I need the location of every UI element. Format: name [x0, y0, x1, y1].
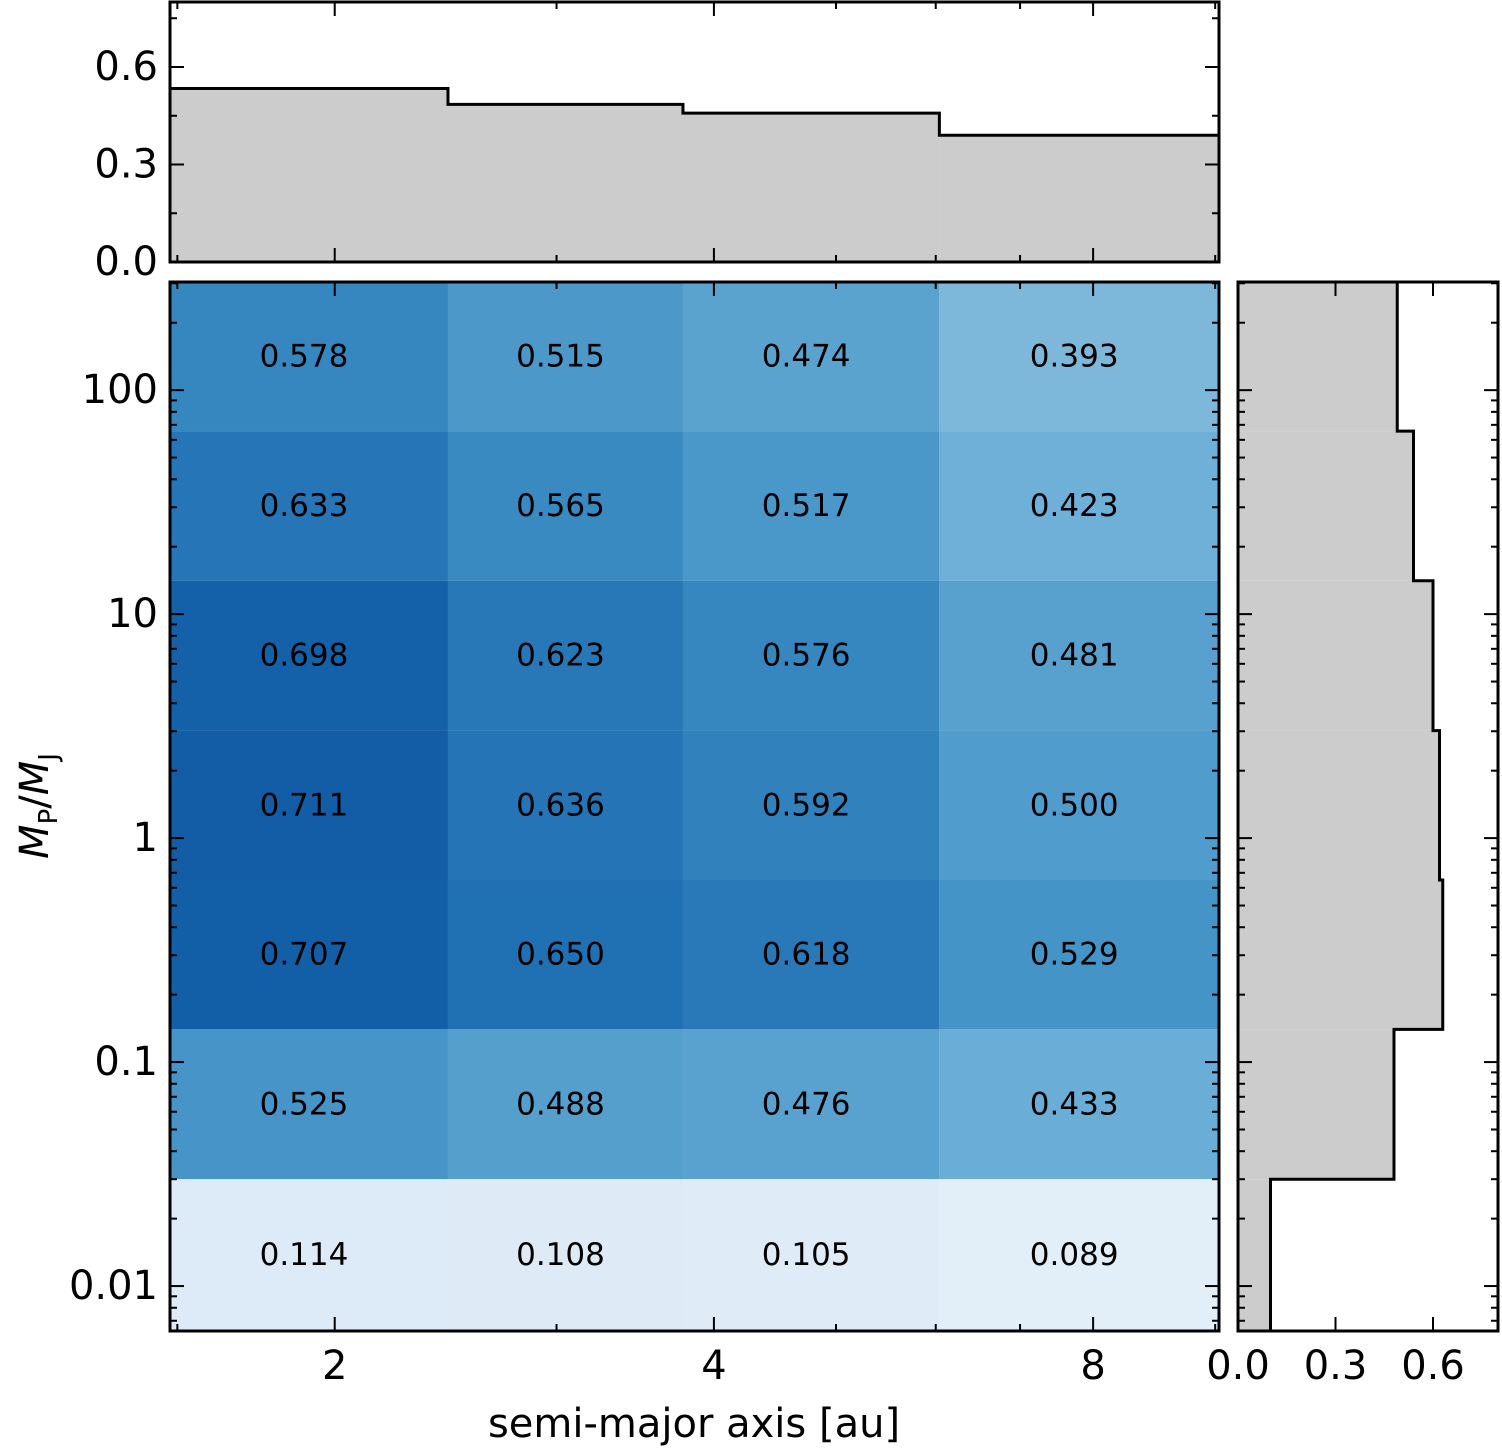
top-y-tick-label: 0.0 — [94, 239, 158, 285]
heatmap-cell-label: 0.592 — [762, 787, 851, 823]
heatmap-cell-label: 0.500 — [1030, 787, 1119, 823]
heatmap-cell — [682, 880, 940, 1030]
top-y-tick-label: 0.3 — [94, 142, 158, 188]
heatmap-cell — [170, 880, 448, 1030]
heatmap-cell — [682, 580, 940, 731]
heatmap-cell — [682, 730, 940, 881]
heatmap-cell — [939, 1029, 1219, 1180]
heatmap-cell — [939, 880, 1219, 1030]
top-histogram-bar — [447, 104, 683, 262]
top-histogram-bar — [939, 135, 1219, 262]
right-histogram-bar — [1238, 730, 1440, 881]
heatmap-cell-label: 0.108 — [516, 1237, 605, 1273]
heatmap-cell — [447, 431, 683, 581]
y-axis-title: MP/MJ — [12, 753, 64, 859]
heatmap-cell — [682, 1029, 940, 1180]
heatmap-cell-label: 0.525 — [260, 1086, 349, 1122]
heatmap-cell — [447, 880, 683, 1030]
heatmap-cell-label: 0.529 — [1030, 937, 1119, 973]
heatmap-cell-label: 0.423 — [1030, 488, 1119, 524]
top-histogram-bar — [682, 113, 940, 263]
right-x-tick-label: 0.3 — [1304, 1343, 1368, 1389]
heatmap-cell — [682, 282, 940, 432]
right-x-tick-label: 0.0 — [1206, 1343, 1270, 1389]
right-x-tick-label: 0.6 — [1401, 1343, 1465, 1389]
x-tick-label: 2 — [322, 1343, 347, 1389]
heatmap-frame — [168, 280, 1221, 1333]
right-histogram-frame — [1236, 280, 1500, 1333]
heatmap-cell — [447, 730, 683, 881]
heatmap-cell-label: 0.707 — [260, 937, 349, 973]
x-tick-label: 8 — [1080, 1343, 1105, 1389]
top-histogram-frame — [168, 0, 1221, 264]
heatmap-cell — [682, 431, 940, 581]
right-histogram-bar — [1238, 1179, 1271, 1331]
top-y-tick-label: 0.6 — [94, 44, 158, 90]
heatmap-panel: 0.578 0.515 0.474 0.393 0.633 0.565 0.517 0.423… — [69, 280, 1221, 1389]
heatmap-cell — [447, 580, 683, 731]
heatmap-cell — [170, 730, 448, 881]
heatmap-cell-label: 0.517 — [762, 488, 851, 524]
heatmap-cell-label: 0.114 — [260, 1237, 349, 1273]
heatmap-cell-label: 0.481 — [1030, 638, 1119, 674]
heatmap-cell — [682, 1179, 940, 1331]
y-tick-label: 10 — [107, 591, 158, 637]
y-axis-title-m1: M — [12, 824, 58, 859]
heatmap-cell — [447, 282, 683, 432]
y-axis-title-sub-j: J — [34, 753, 64, 763]
heatmap-cell — [170, 580, 448, 731]
heatmap-cell — [939, 431, 1219, 581]
heatmap-cell — [170, 282, 448, 432]
heatmap-cell-label: 0.576 — [762, 638, 851, 674]
right-histogram-bar — [1238, 580, 1433, 731]
y-tick-label: 100 — [82, 367, 158, 413]
heatmap-cell-label: 0.515 — [516, 339, 605, 375]
y-axis-title-m2: M — [12, 761, 58, 796]
top-histogram-outline — [170, 86, 1219, 137]
heatmap-cell-label: 0.636 — [516, 787, 605, 823]
heatmap-cell-label: 0.089 — [1030, 1237, 1119, 1273]
heatmap-cell-label: 0.393 — [1030, 339, 1119, 375]
heatmap-cell — [170, 1179, 448, 1331]
x-axis-title: semi-major axis [au] — [488, 1401, 900, 1447]
x-tick-label: 4 — [701, 1343, 726, 1389]
heatmap-cell — [939, 730, 1219, 881]
y-tick-label: 0.01 — [69, 1263, 158, 1309]
right-histogram-bar — [1238, 282, 1398, 432]
right-histogram-outline — [1269, 282, 1445, 1331]
heatmap-cell — [939, 282, 1219, 432]
right-histogram-panel: 0.0 0.3 0.6 — [1206, 280, 1500, 1389]
heatmap-cell-label: 0.474 — [762, 339, 851, 375]
heatmap-cell — [447, 1179, 683, 1331]
y-tick-label: 1 — [133, 815, 158, 861]
heatmap-cell-label: 0.650 — [516, 937, 605, 973]
right-histogram-bar — [1238, 431, 1414, 581]
right-histogram-bar — [1238, 880, 1443, 1030]
heatmap-cell — [170, 431, 448, 581]
heatmap-cell — [447, 1029, 683, 1180]
heatmap-cell-label: 0.618 — [762, 937, 851, 973]
heatmap-cell-label: 0.433 — [1030, 1086, 1119, 1122]
heatmap-cell-label: 0.565 — [516, 488, 605, 524]
heatmap-cell-label: 0.488 — [516, 1086, 605, 1122]
heatmap-cell-label: 0.633 — [260, 488, 349, 524]
heatmap-cell-label: 0.711 — [260, 787, 349, 823]
y-tick-label: 0.1 — [94, 1039, 158, 1085]
heatmap-cell — [939, 1179, 1219, 1331]
top-histogram-panel: 0.0 0.3 0.6 — [94, 0, 1221, 285]
heatmap-cell-label: 0.105 — [762, 1237, 851, 1273]
heatmap-cell — [170, 1029, 448, 1180]
y-axis-title-slash: / — [12, 795, 58, 809]
heatmap-cell-label: 0.476 — [762, 1086, 851, 1122]
heatmap-cell-label: 0.698 — [260, 638, 349, 674]
heatmap-cell-label: 0.578 — [260, 339, 349, 375]
right-histogram-bar — [1238, 1029, 1394, 1180]
heatmap-cell — [939, 580, 1219, 731]
y-axis-title-sub-p: P — [34, 809, 64, 825]
top-histogram-bar — [170, 88, 448, 262]
heatmap-cell-label: 0.623 — [516, 638, 605, 674]
